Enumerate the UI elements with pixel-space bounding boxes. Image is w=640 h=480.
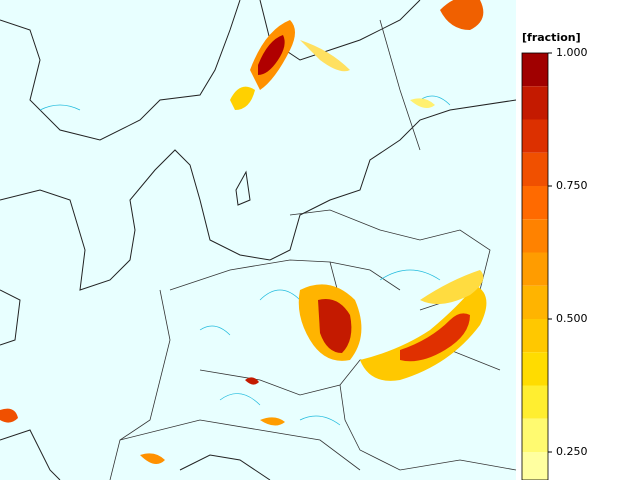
colorbar-band <box>522 385 548 419</box>
colorbar-band <box>522 86 548 120</box>
colorbar-band <box>522 285 548 319</box>
colorbar-band <box>522 252 548 286</box>
colorbar-band <box>522 319 548 353</box>
colorbar-band <box>522 186 548 220</box>
colorbar-band <box>522 152 548 186</box>
colorbar-band <box>522 53 548 87</box>
colorbar-band <box>522 119 548 153</box>
colorbar-tick-label: 1.000 <box>556 46 588 59</box>
field-shading <box>0 0 487 464</box>
colorbar-title: [fraction] <box>522 31 581 44</box>
colorbar-band <box>522 219 548 253</box>
colorbar-band <box>522 352 548 386</box>
colorbar-frame <box>521 52 549 480</box>
colorbar-tick-label: 0.750 <box>556 179 588 192</box>
colorbar-band <box>522 452 548 480</box>
colorbar-tick-label: 0.500 <box>556 312 588 325</box>
colorbar-tick-label: 0.250 <box>556 445 588 458</box>
colorbar-band <box>522 418 548 452</box>
